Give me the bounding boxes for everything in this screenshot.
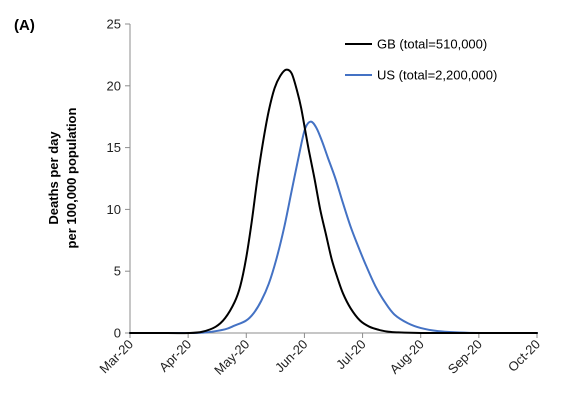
- series-lines: [129, 68, 538, 335]
- legend: GB (total=510,000) US (total=2,200,000): [345, 37, 497, 83]
- x-tick-label: Aug-20: [387, 337, 427, 377]
- y-tick-label: 15: [107, 140, 121, 155]
- x-ticks: Mar-20 Apr-20 May-20 Jun-20 Jul-20 Aug-20 Sep-…: [96, 333, 543, 378]
- x-tick-label: Oct-20: [505, 337, 543, 375]
- legend-label-gb: GB (total=510,000): [377, 37, 487, 52]
- y-ticks: 0 5 10 15 20 25: [107, 17, 130, 341]
- x-tick-label: Jun-20: [272, 337, 311, 376]
- y-axis-title-line-2: per 100,000 population: [64, 108, 79, 249]
- panel-label: (A): [14, 17, 35, 34]
- y-axis-title: Deaths per day per 100,000 population: [46, 108, 79, 249]
- series-line-us: [129, 120, 538, 335]
- legend-label-us: US (total=2,200,000): [377, 68, 497, 83]
- x-tick-label: Apr-20: [156, 337, 194, 375]
- x-tick-label: Jul-20: [333, 337, 369, 373]
- x-tick-label: Sep-20: [445, 337, 485, 377]
- y-tick-label: 5: [114, 264, 121, 279]
- y-tick-label: 0: [114, 326, 121, 341]
- y-tick-label: 25: [107, 17, 121, 32]
- y-tick-label: 10: [107, 202, 121, 217]
- x-tick-label: May-20: [211, 337, 252, 378]
- y-tick-label: 20: [107, 78, 121, 93]
- x-tick-label: Mar-20: [96, 337, 136, 377]
- series-line-gb: [129, 68, 538, 335]
- y-axis-title-line-1: Deaths per day: [46, 131, 61, 225]
